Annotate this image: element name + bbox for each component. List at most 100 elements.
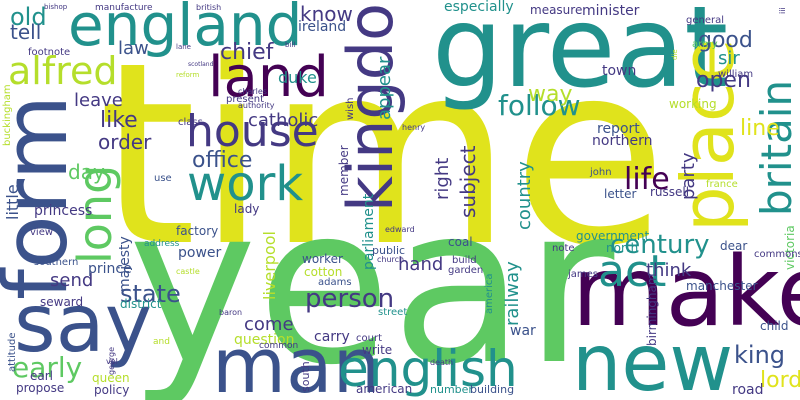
word: work xyxy=(187,156,304,212)
word: building xyxy=(470,383,515,396)
word: birmingham xyxy=(645,273,659,346)
word: member xyxy=(337,145,351,196)
word: france xyxy=(706,179,738,190)
word: early xyxy=(12,351,83,384)
word: town xyxy=(602,63,637,79)
word: north xyxy=(606,241,639,255)
word: cotton xyxy=(304,265,343,279)
word: russell xyxy=(650,185,690,199)
word: british xyxy=(196,3,222,12)
word: write xyxy=(362,343,393,357)
word: court xyxy=(356,333,382,344)
word: sir xyxy=(718,48,740,69)
word: number xyxy=(430,383,473,396)
word: day xyxy=(68,160,105,184)
word: tell xyxy=(10,20,42,44)
word: life xyxy=(624,162,670,197)
word: road xyxy=(732,382,764,398)
word: come xyxy=(244,314,294,335)
word: common xyxy=(259,341,299,351)
word: baron xyxy=(219,308,243,317)
word: year xyxy=(128,160,615,400)
word: new xyxy=(572,319,734,400)
word: seward xyxy=(40,295,84,309)
word: measure xyxy=(530,3,583,17)
word: question xyxy=(234,332,295,348)
word: think xyxy=(646,260,692,281)
word: church xyxy=(377,255,405,264)
word: and xyxy=(153,337,170,347)
word: like xyxy=(100,108,138,133)
word: coal xyxy=(448,235,473,249)
word: manufacture xyxy=(95,3,153,13)
word: manchester xyxy=(686,279,758,293)
word: general xyxy=(686,15,725,26)
word: say xyxy=(14,277,153,370)
word: power xyxy=(178,245,222,261)
word: worker xyxy=(302,252,343,266)
word: person xyxy=(305,284,395,314)
word: earl xyxy=(30,369,54,383)
word: south xyxy=(299,361,312,392)
word: old xyxy=(10,3,47,31)
word: little xyxy=(3,184,22,220)
word: duke xyxy=(278,68,317,87)
word: know xyxy=(300,2,353,26)
word: line xyxy=(740,116,780,141)
word: scotland xyxy=(188,61,214,68)
word: bill xyxy=(285,41,296,49)
word: king xyxy=(734,341,786,369)
word: american xyxy=(356,382,413,396)
word: catholic xyxy=(248,110,319,131)
word: attitude xyxy=(7,332,18,372)
word: century xyxy=(610,230,710,260)
word: vol xyxy=(106,357,118,366)
word: john xyxy=(590,167,612,178)
word: britain xyxy=(752,79,800,216)
word: alfred xyxy=(8,49,118,93)
word: dear xyxy=(720,239,748,253)
word: build xyxy=(452,255,477,266)
word: england xyxy=(68,0,303,59)
word: order xyxy=(98,130,152,154)
word: james xyxy=(568,269,599,280)
word: house xyxy=(186,106,319,157)
word: working xyxy=(669,97,717,111)
word: liverpool xyxy=(260,231,279,300)
word: class xyxy=(178,117,203,128)
word: hand xyxy=(398,254,444,275)
word: letter xyxy=(604,187,637,201)
word: propose xyxy=(16,381,65,395)
word: castle xyxy=(176,267,200,276)
word: make xyxy=(572,236,800,348)
word: law xyxy=(118,38,149,59)
word: send xyxy=(50,270,94,291)
word: william xyxy=(718,69,754,80)
word: parliament xyxy=(361,193,377,270)
word: edward xyxy=(385,225,415,234)
word: district xyxy=(120,297,162,311)
word: leave xyxy=(74,90,123,111)
word: man xyxy=(212,321,381,400)
word: queen xyxy=(92,371,130,385)
word: lane xyxy=(176,43,191,51)
word: princess xyxy=(34,203,93,219)
word: view xyxy=(30,227,54,238)
word: appear xyxy=(374,56,395,120)
word: lord xyxy=(760,368,800,393)
word: use xyxy=(154,173,172,184)
word: army xyxy=(692,39,718,50)
word: child xyxy=(760,319,789,333)
word: carry xyxy=(314,329,350,345)
word: die xyxy=(671,49,679,60)
word: buckingham xyxy=(2,84,13,146)
word: country xyxy=(514,161,535,230)
word: bishop xyxy=(44,3,68,11)
word: footnote xyxy=(28,47,71,58)
word: english xyxy=(338,340,518,398)
word: way xyxy=(528,82,573,107)
word: street xyxy=(378,307,408,318)
word: good xyxy=(698,28,753,53)
word: note xyxy=(552,243,575,254)
